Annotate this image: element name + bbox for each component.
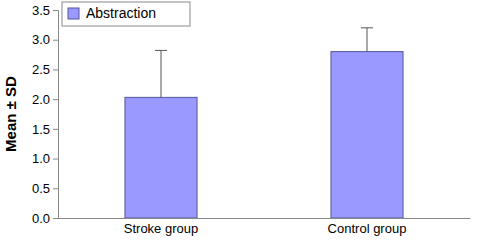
- y-tick-mark: [53, 218, 58, 219]
- legend-swatch: [68, 8, 79, 19]
- legend-box: [62, 2, 190, 26]
- y-axis-line: [53, 11, 59, 219]
- error-bar: [361, 28, 373, 52]
- bar: [125, 97, 197, 218]
- y-tick-mark: [53, 40, 58, 41]
- y-tick: 1.0: [32, 151, 58, 166]
- error-bar-cap: [361, 27, 373, 28]
- y-tick-mark: [53, 10, 58, 11]
- x-tick: Control group: [328, 218, 407, 236]
- y-tick-label: 0.5: [32, 181, 50, 196]
- x-tick-label: Control group: [328, 221, 407, 236]
- y-tick-label: 0.0: [32, 211, 50, 226]
- legend: Abstraction: [62, 2, 190, 26]
- x-axis-line: [59, 218, 471, 219]
- x-tick-label: Stroke group: [124, 221, 198, 236]
- y-tick-mark: [53, 159, 58, 160]
- marks: [125, 28, 403, 218]
- y-tick-mark: [53, 99, 58, 100]
- y-tick-mark: [53, 188, 58, 189]
- y-tick-mark: [53, 69, 58, 70]
- legend-label: Abstraction: [86, 5, 156, 21]
- y-axis-title: Mean ± SD: [2, 76, 19, 152]
- chart: 0.0 0.5 1.0 1.5 2.0 2.5 3.0 3.5 Stroke group Cont…: [0, 0, 500, 240]
- y-tick-label: 2.0: [32, 92, 50, 107]
- y-tick: 0.0: [32, 211, 58, 226]
- y-tick: 3.5: [32, 3, 58, 18]
- y-tick-label: 3.0: [32, 32, 50, 47]
- y-tick-mark: [53, 129, 58, 130]
- error-bar-stem: [367, 28, 368, 52]
- error-bar: [155, 50, 167, 97]
- bar: [331, 52, 403, 218]
- y-axis: 0.0 0.5 1.0 1.5 2.0 2.5 3.0 3.5: [32, 3, 59, 226]
- y-tick: 1.5: [32, 122, 58, 137]
- y-tick: 0.5: [32, 181, 58, 196]
- x-axis: Stroke group Control group: [59, 218, 471, 236]
- plot: 0.0 0.5 1.0 1.5 2.0 2.5 3.0 3.5 Stroke group Cont…: [32, 3, 471, 237]
- y-tick-label: 3.5: [32, 3, 50, 18]
- y-tick: 2.0: [32, 92, 58, 107]
- error-bar-stem: [161, 50, 162, 97]
- x-tick: Stroke group: [124, 218, 198, 236]
- y-tick-label: 1.5: [32, 122, 50, 137]
- y-tick-label: 2.5: [32, 62, 50, 77]
- y-tick-label: 1.0: [32, 151, 50, 166]
- error-bar-cap: [155, 50, 167, 51]
- y-tick: 3.0: [32, 32, 58, 47]
- y-tick: 2.5: [32, 62, 58, 77]
